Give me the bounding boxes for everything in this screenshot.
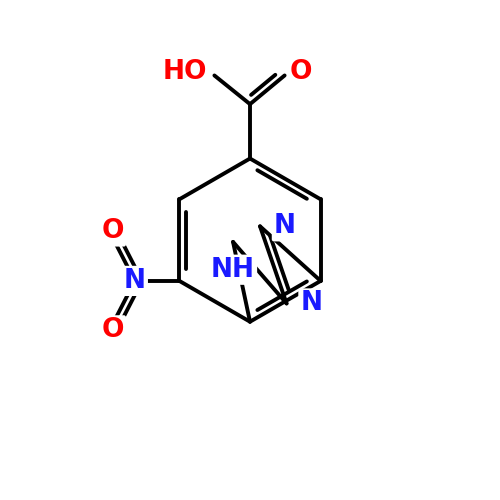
Text: HO: HO (162, 58, 207, 84)
Text: N: N (300, 290, 322, 316)
Text: NH: NH (211, 256, 255, 282)
Text: O: O (290, 58, 312, 84)
Text: N: N (124, 268, 146, 294)
Text: O: O (102, 318, 124, 344)
Text: N: N (274, 214, 296, 240)
Text: O: O (102, 218, 124, 244)
